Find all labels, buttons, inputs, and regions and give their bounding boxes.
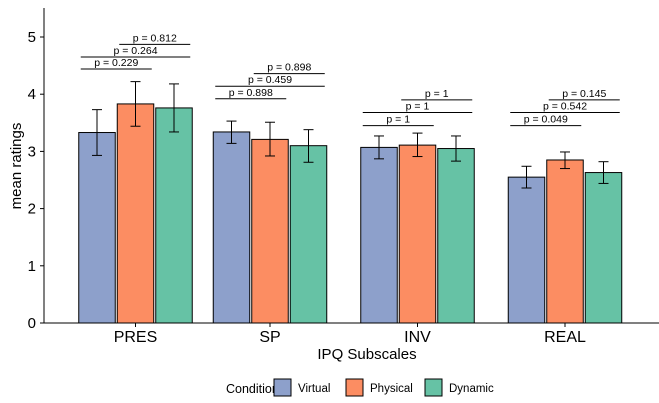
y-axis-title: mean ratings [8,123,25,210]
bar-dynamic [584,172,623,324]
x-tick-label: PRES [114,329,158,346]
x-tick-label: SP [259,329,280,346]
p-value-label: p = 0.049 [524,114,568,126]
bar-physical [546,159,584,324]
y-tick-label: 5 [28,29,36,46]
p-value-label: p = 0.264 [113,45,157,57]
p-value-label: p = 1 [406,101,430,113]
legend-key-dynamic [424,378,443,397]
y-tick-label: 2 [28,201,36,218]
p-value-label: p = 0.898 [267,62,311,74]
bar-physical [116,103,155,324]
legend-label-virtual: Virtual [298,383,330,395]
p-value-label: p = 0.229 [94,57,138,69]
bars-layer [78,103,623,324]
legend-key-virtual [273,378,292,397]
error-bars-layer [92,81,609,189]
p-value-label: p = 1 [425,88,449,100]
x-tick-label: INV [404,329,431,346]
y-tick-label: 3 [28,143,36,160]
bar-virtual [212,131,251,324]
legend-label-physical: Physical [370,383,413,395]
x-tick-label: REAL [544,329,586,346]
bar-virtual [78,132,116,324]
legend-key-physical [345,378,364,397]
bar-dynamic [289,145,328,324]
p-value-label: p = 0.145 [562,88,606,100]
p-value-label: p = 0.542 [543,101,587,113]
p-value-label: p = 0.459 [248,74,292,86]
y-tick-label: 1 [28,258,36,275]
p-value-label: p = 0.898 [229,87,273,99]
legend-label-dynamic: Dynamic [449,383,494,395]
bar-physical [398,144,437,324]
bar-virtual [507,176,546,324]
bar-physical [251,138,289,324]
bar-dynamic [155,107,193,324]
legend-title: Condition [226,382,279,396]
y-tick-label: 4 [28,86,36,103]
y-tick-label: 0 [28,315,36,332]
legend: Condition Virtual Physical Dynamic [226,378,494,397]
p-value-label: p = 1 [386,114,410,126]
bar-dynamic [437,148,475,324]
p-value-label: p = 0.812 [133,32,177,44]
x-axis-title: IPQ Subscales [317,346,416,363]
bar-virtual [360,146,398,324]
